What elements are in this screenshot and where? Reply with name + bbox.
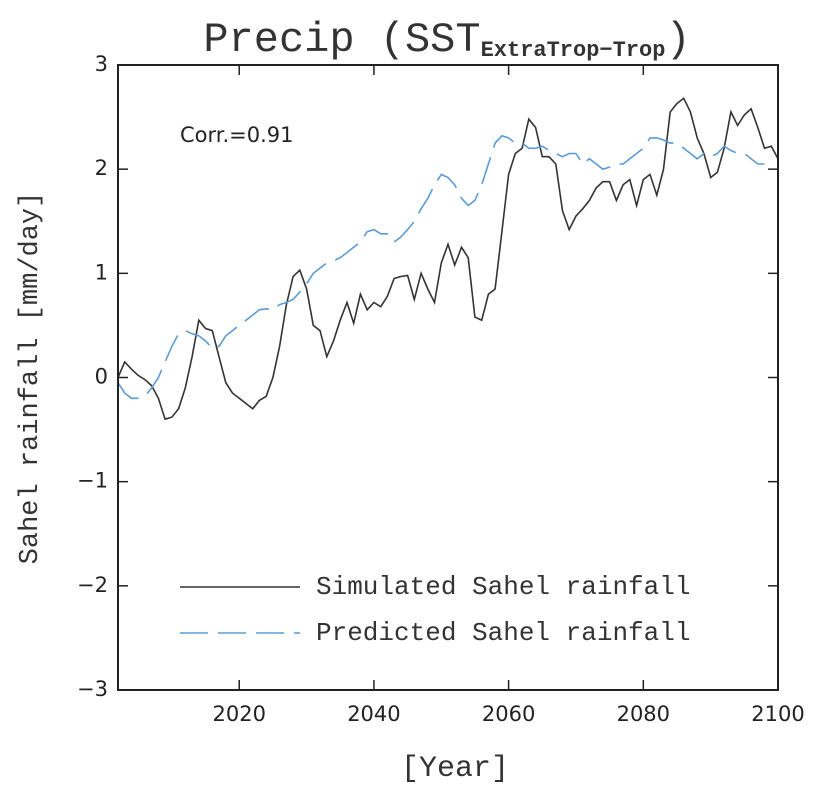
series-line — [117, 134, 765, 400]
legend-label: Predicted Sahel rainfall — [316, 618, 690, 648]
y-axis-label: Sahel rainfall [mm/day] — [16, 192, 46, 565]
y-tick-label: −1 — [77, 469, 108, 493]
annotation: Corr.=0.91 — [180, 123, 294, 147]
y-tick-label: −2 — [77, 573, 108, 597]
x-tick-label: 2060 — [482, 702, 535, 726]
title-end: ) — [665, 16, 690, 64]
legend-label: Simulated Sahel rainfall — [316, 572, 690, 602]
series-line — [117, 97, 779, 421]
x-tick-label: 2080 — [617, 702, 670, 726]
y-tick-label: −3 — [77, 677, 108, 701]
title-subscript: ExtraTrop−Trop — [481, 38, 666, 63]
y-tick-label: 1 — [95, 260, 108, 284]
x-axis-label: [Year] — [401, 752, 509, 785]
y-tick-label: 0 — [95, 365, 108, 389]
y-tick-label: 3 — [95, 52, 108, 76]
title-main: Precip (SST — [203, 16, 480, 64]
x-tick-label: 2100 — [751, 702, 804, 726]
x-tick-label: 2020 — [212, 702, 265, 726]
chart-title: Precip (SSTExtraTrop−Trop) — [203, 16, 690, 64]
y-tick-label: 2 — [95, 156, 108, 180]
x-tick-label: 2040 — [347, 702, 400, 726]
plot-frame — [117, 64, 779, 691]
